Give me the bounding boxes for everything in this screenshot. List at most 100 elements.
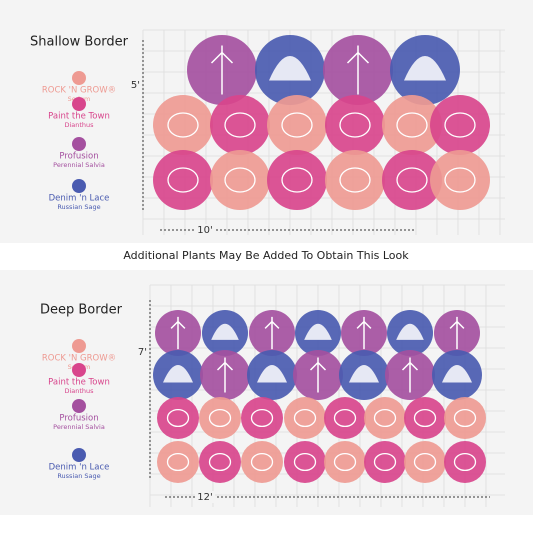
plant-icon [163,365,193,383]
legend-name: ROCK 'N GROW® [42,86,116,96]
plant [325,95,385,155]
width-label: 10' [197,225,212,236]
plant [241,397,283,439]
height-label: 7' [138,347,147,358]
plant-icon [309,357,327,393]
plant-icon [449,316,465,350]
plant [153,150,213,210]
plant-icon [404,56,446,81]
plant-icon [167,112,199,138]
width-label-bg [195,224,215,236]
plant-icon [339,167,371,193]
plant [382,150,442,210]
plant-icon [396,112,428,138]
plant-icon [453,408,477,428]
plant [284,397,326,439]
legend-icon [72,448,86,462]
legend-icon [72,399,86,413]
plant-icon [293,408,317,428]
plant [324,397,366,439]
legend-name: ROCK 'N GROW® [42,354,116,364]
plant-icon [413,408,437,428]
plant [444,397,486,439]
plant [444,441,486,483]
legend-sub: Dianthus [64,121,94,129]
height-label: 5' [131,80,140,91]
plant-icon [333,452,357,472]
plant-icon [264,316,280,350]
plant [324,441,366,483]
plant [382,95,442,155]
plant-icon [224,167,256,193]
panel-title: Deep Border [40,303,123,318]
plant [157,441,199,483]
legend-icon [72,339,86,353]
plant-icon [269,56,311,81]
legend-name: Paint the Town [48,112,110,122]
plant [404,397,446,439]
panel-title: Shallow Border [30,35,129,50]
plant-icon [333,408,357,428]
legend-icon [72,71,86,85]
plant-icon [304,323,332,340]
plant [364,397,406,439]
plant [267,95,327,155]
plant-icon [413,452,437,472]
width-label: 12' [197,492,212,503]
plant [241,441,283,483]
plant [210,150,270,210]
plant-icon [250,408,274,428]
plant [199,397,241,439]
plant [199,441,241,483]
legend-sub: Perennial Salvia [53,161,105,169]
legend-icon [72,137,86,151]
legend-name: Profusion [59,152,98,162]
plant [284,441,326,483]
legend-sub: Russian Sage [57,203,100,211]
plant-icon [281,167,313,193]
note: Additional Plants May Be Added To Obtain… [123,249,409,262]
legend-name: Denim 'n Lace [49,194,110,204]
plant-icon [166,452,190,472]
legend-icon [72,363,86,377]
plant-icon [208,408,232,428]
plant-icon [349,365,379,383]
plant [210,95,270,155]
legend-name: Profusion [59,414,98,424]
legend-name: Denim 'n Lace [49,463,110,473]
plant [325,150,385,210]
plant-icon [224,112,256,138]
plant-icon [166,408,190,428]
plant-icon [356,316,372,350]
plant-icon [339,112,371,138]
plant-icon [281,112,313,138]
plant-icon [396,167,428,193]
plant-icon [170,316,186,350]
plant-icon [208,452,232,472]
plant [267,150,327,210]
plant-icon [257,365,287,383]
plant-icon [373,452,397,472]
plant [157,397,199,439]
plant-icon [210,45,234,95]
plant [404,441,446,483]
plant-icon [346,45,370,95]
plant-icon [453,452,477,472]
legend-sub: Russian Sage [57,472,100,480]
plant-icon [444,112,476,138]
legend-sub: Perennial Salvia [53,423,105,431]
plant-icon [250,452,274,472]
plant-icon [401,357,419,393]
plant-icon [211,323,239,340]
plant-icon [442,365,472,383]
plant-icon [373,408,397,428]
plant-icon [396,323,424,340]
plant [430,150,490,210]
plant [430,95,490,155]
plant-icon [167,167,199,193]
plant-icon [216,357,234,393]
legend-icon [72,179,86,193]
plant-icon [444,167,476,193]
plant [364,441,406,483]
